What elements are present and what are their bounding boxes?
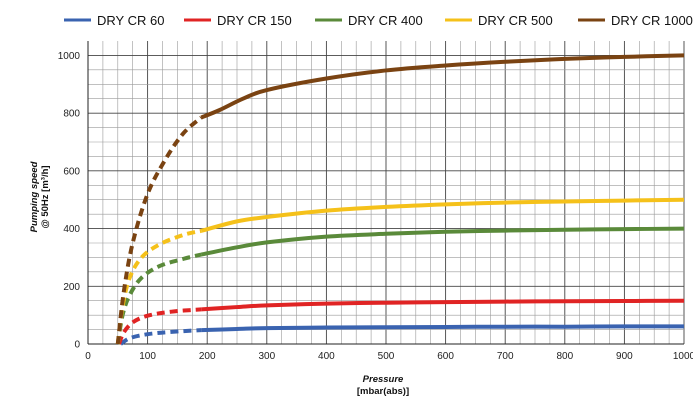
y-axis-title-line2: @ 50Hz [m³/h] <box>40 165 51 228</box>
x-tick-label: 0 <box>85 351 91 362</box>
series-line-dashed-dry-cr-1000 <box>115 115 203 345</box>
y-tick-label: 400 <box>63 224 80 235</box>
series-line-dry-cr-400 <box>200 226 685 257</box>
legend-item-dry-cr-400: DRY CR 400 <box>315 13 423 28</box>
x-tick-label: 400 <box>318 351 335 362</box>
series-line-dashed-dry-cr-60 <box>119 328 202 346</box>
series-line-dashed-dry-cr-150 <box>117 307 202 345</box>
axes <box>87 41 684 345</box>
legend-label: DRY CR 1000 <box>611 13 693 28</box>
legend-item-dry-cr-500: DRY CR 500 <box>445 13 553 28</box>
legend-label: DRY CR 150 <box>217 13 292 28</box>
legend-item-dry-cr-150: DRY CR 150 <box>184 13 292 28</box>
x-axis-title-line1: Pressure <box>363 374 404 385</box>
x-tick-label: 600 <box>437 351 454 362</box>
series-line-dry-cr-500 <box>200 197 685 233</box>
x-tick-label: 300 <box>258 351 275 362</box>
x-tick-label: 100 <box>139 351 156 362</box>
y-tick-label: 0 <box>74 340 80 351</box>
x-tick-label: 200 <box>199 351 216 362</box>
y-tick-label: 800 <box>63 109 80 120</box>
legend: DRY CR 60 DRY CR 150 DRY CR 400 DRY CR 500 D… <box>64 13 693 28</box>
legend-item-dry-cr-60: DRY CR 60 <box>64 13 164 28</box>
y-tick-label: 200 <box>63 282 80 293</box>
y-axis-title-line1: Pumping speed <box>29 161 40 232</box>
x-tick-label: 800 <box>556 351 573 362</box>
y-axis-title: Pumping speed @ 50Hz [m³/h] <box>29 161 51 232</box>
x-tick-label: 1000 <box>673 351 693 362</box>
y-tick-label: 600 <box>63 166 80 177</box>
x-tick-label: 900 <box>616 351 633 362</box>
x-tick-label: 500 <box>378 351 395 362</box>
x-tick-label: 700 <box>497 351 514 362</box>
legend-label: DRY CR 400 <box>348 13 423 28</box>
series-layer <box>115 53 685 346</box>
legend-label: DRY CR 60 <box>97 13 164 28</box>
series-line-dry-cr-60 <box>201 324 685 333</box>
legend-item-dry-cr-1000: DRY CR 1000 <box>578 13 693 28</box>
grid <box>87 41 685 345</box>
x-axis-title: Pressure [mbar(abs)] <box>357 374 409 397</box>
y-tick-label: 1000 <box>58 51 81 62</box>
series-line-dry-cr-1000 <box>200 53 685 120</box>
series-line-dashed-dry-cr-500 <box>115 228 202 345</box>
legend-label: DRY CR 500 <box>478 13 553 28</box>
x-axis-title-line2: [mbar(abs)] <box>357 386 409 397</box>
series-line-dry-cr-150 <box>201 298 685 312</box>
tick-labels: 0 100 200 300 400 500 600 700 800 900 1000 0 200 400 6… <box>58 51 693 362</box>
